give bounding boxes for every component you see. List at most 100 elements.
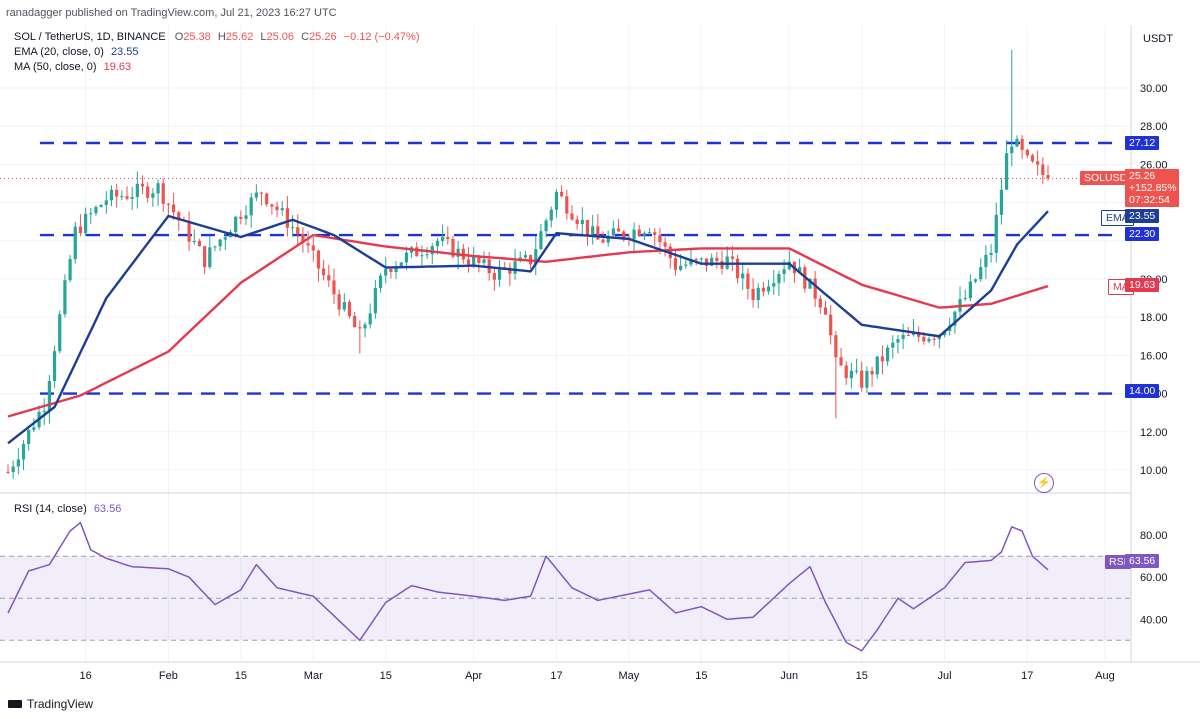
candle-body bbox=[591, 226, 595, 235]
candle-body bbox=[125, 196, 129, 199]
price-tick-label: 30.00 bbox=[1140, 83, 1168, 95]
level-27-badge: 27.12 bbox=[1125, 136, 1160, 150]
candle-body bbox=[223, 237, 227, 240]
candle-body bbox=[234, 216, 238, 233]
candle-body bbox=[508, 267, 512, 274]
tradingview-logo[interactable]: TradingView bbox=[8, 697, 93, 711]
ma-legend[interactable]: MA (50, close, 0) 19.63 bbox=[14, 61, 131, 73]
candle-body bbox=[265, 193, 269, 205]
candle-body bbox=[1036, 161, 1040, 165]
candle-body bbox=[720, 261, 724, 269]
currency-label[interactable]: USDT bbox=[1143, 33, 1173, 45]
candle-body bbox=[715, 257, 719, 262]
candle-body bbox=[115, 189, 119, 197]
candle-body bbox=[704, 258, 709, 266]
candle-body bbox=[973, 279, 978, 282]
candle-body bbox=[47, 381, 51, 411]
candle-body bbox=[347, 302, 352, 317]
rsi-legend-label: RSI (14, close) bbox=[14, 503, 87, 515]
candle-body bbox=[42, 410, 46, 412]
candle-body bbox=[611, 228, 615, 236]
candle-body bbox=[549, 209, 553, 221]
candle-body bbox=[316, 250, 321, 269]
candle-body bbox=[658, 235, 662, 243]
time-tick-label: 15 bbox=[856, 670, 868, 682]
candle-body bbox=[104, 200, 108, 206]
candle-body bbox=[896, 339, 900, 343]
high-label: H bbox=[217, 31, 226, 43]
candle-body bbox=[984, 254, 988, 268]
candle-body bbox=[808, 278, 812, 289]
candle-body bbox=[585, 219, 590, 235]
candle-body bbox=[513, 261, 517, 274]
candle-body bbox=[353, 316, 357, 328]
symbol-line: SOL / TetherUS, 1D, BINANCE O25.38 H25.6… bbox=[14, 31, 420, 43]
candle-body bbox=[730, 256, 734, 259]
candle-body bbox=[798, 267, 802, 274]
candle-body bbox=[497, 267, 502, 280]
candle-body bbox=[84, 213, 88, 234]
candle-body bbox=[1030, 155, 1035, 162]
candle-body bbox=[135, 183, 139, 197]
price-badge: 25.26 +152.85% 07:32:54 bbox=[1125, 169, 1179, 207]
candle-body bbox=[699, 258, 703, 260]
candle-body bbox=[239, 216, 243, 219]
candle-body bbox=[120, 196, 124, 198]
candle-body bbox=[570, 213, 574, 220]
rsi-tick-label: 60.00 bbox=[1140, 572, 1168, 584]
candle-body bbox=[290, 227, 295, 229]
price-tick-label: 12.00 bbox=[1140, 427, 1168, 439]
lightning-icon[interactable]: ⚡ bbox=[1034, 473, 1054, 493]
candle-body bbox=[694, 259, 698, 261]
time-tick-label: Mar bbox=[304, 670, 323, 682]
candle-body bbox=[1020, 138, 1024, 150]
candle-body bbox=[420, 255, 424, 257]
candle-body bbox=[378, 275, 383, 289]
candle-body bbox=[244, 215, 248, 219]
rsi-legend[interactable]: RSI (14, close) 63.56 bbox=[14, 503, 121, 515]
candlestick-series bbox=[6, 49, 1050, 479]
candle-body bbox=[368, 313, 372, 325]
candle-body bbox=[140, 183, 145, 187]
candle-body bbox=[430, 246, 434, 255]
open-value: 25.38 bbox=[183, 31, 211, 43]
tradingview-logo-icon bbox=[8, 700, 22, 708]
time-tick-label: Jul bbox=[937, 670, 951, 682]
publisher-line: ranadagger published on TradingView.com,… bbox=[6, 7, 337, 19]
ma-line bbox=[7, 233, 1049, 418]
candle-body bbox=[1041, 164, 1045, 176]
candle-body bbox=[322, 268, 326, 276]
candle-body bbox=[1046, 175, 1050, 179]
candle-body bbox=[994, 214, 998, 253]
candle-body bbox=[259, 192, 264, 194]
time-tick-label: 15 bbox=[235, 670, 247, 682]
price-tick-label: 18.00 bbox=[1140, 312, 1168, 324]
ema-legend[interactable]: EMA (20, close, 0) 23.55 bbox=[14, 46, 138, 58]
candle-body bbox=[885, 347, 890, 362]
candle-body bbox=[78, 226, 83, 234]
candle-body bbox=[63, 280, 67, 315]
candle-body bbox=[332, 280, 336, 295]
candle-body bbox=[829, 314, 833, 336]
change-value: −0.12 (−0.47%) bbox=[343, 31, 420, 43]
candle-body bbox=[146, 186, 150, 198]
candle-body bbox=[301, 233, 305, 244]
candle-body bbox=[342, 302, 346, 310]
candle-body bbox=[772, 283, 776, 287]
candle-body bbox=[384, 268, 388, 276]
candle-body bbox=[596, 226, 600, 240]
ema-legend-value: 23.55 bbox=[110, 46, 139, 58]
candle-body bbox=[451, 239, 455, 257]
candle-body bbox=[673, 258, 678, 270]
candle-body bbox=[1025, 149, 1029, 156]
candle-body bbox=[415, 247, 419, 257]
candle-body bbox=[901, 334, 905, 340]
rsi-badge: 63.56 bbox=[1125, 554, 1160, 568]
candle-body bbox=[999, 189, 1004, 215]
candle-body bbox=[684, 264, 688, 266]
candle-body bbox=[1010, 146, 1014, 154]
ema-legend-label: EMA (20, close, 0) bbox=[14, 46, 104, 58]
candle-body bbox=[161, 183, 165, 204]
symbol-badge: SOLUSDT bbox=[1080, 171, 1138, 185]
candle-body bbox=[637, 229, 641, 236]
